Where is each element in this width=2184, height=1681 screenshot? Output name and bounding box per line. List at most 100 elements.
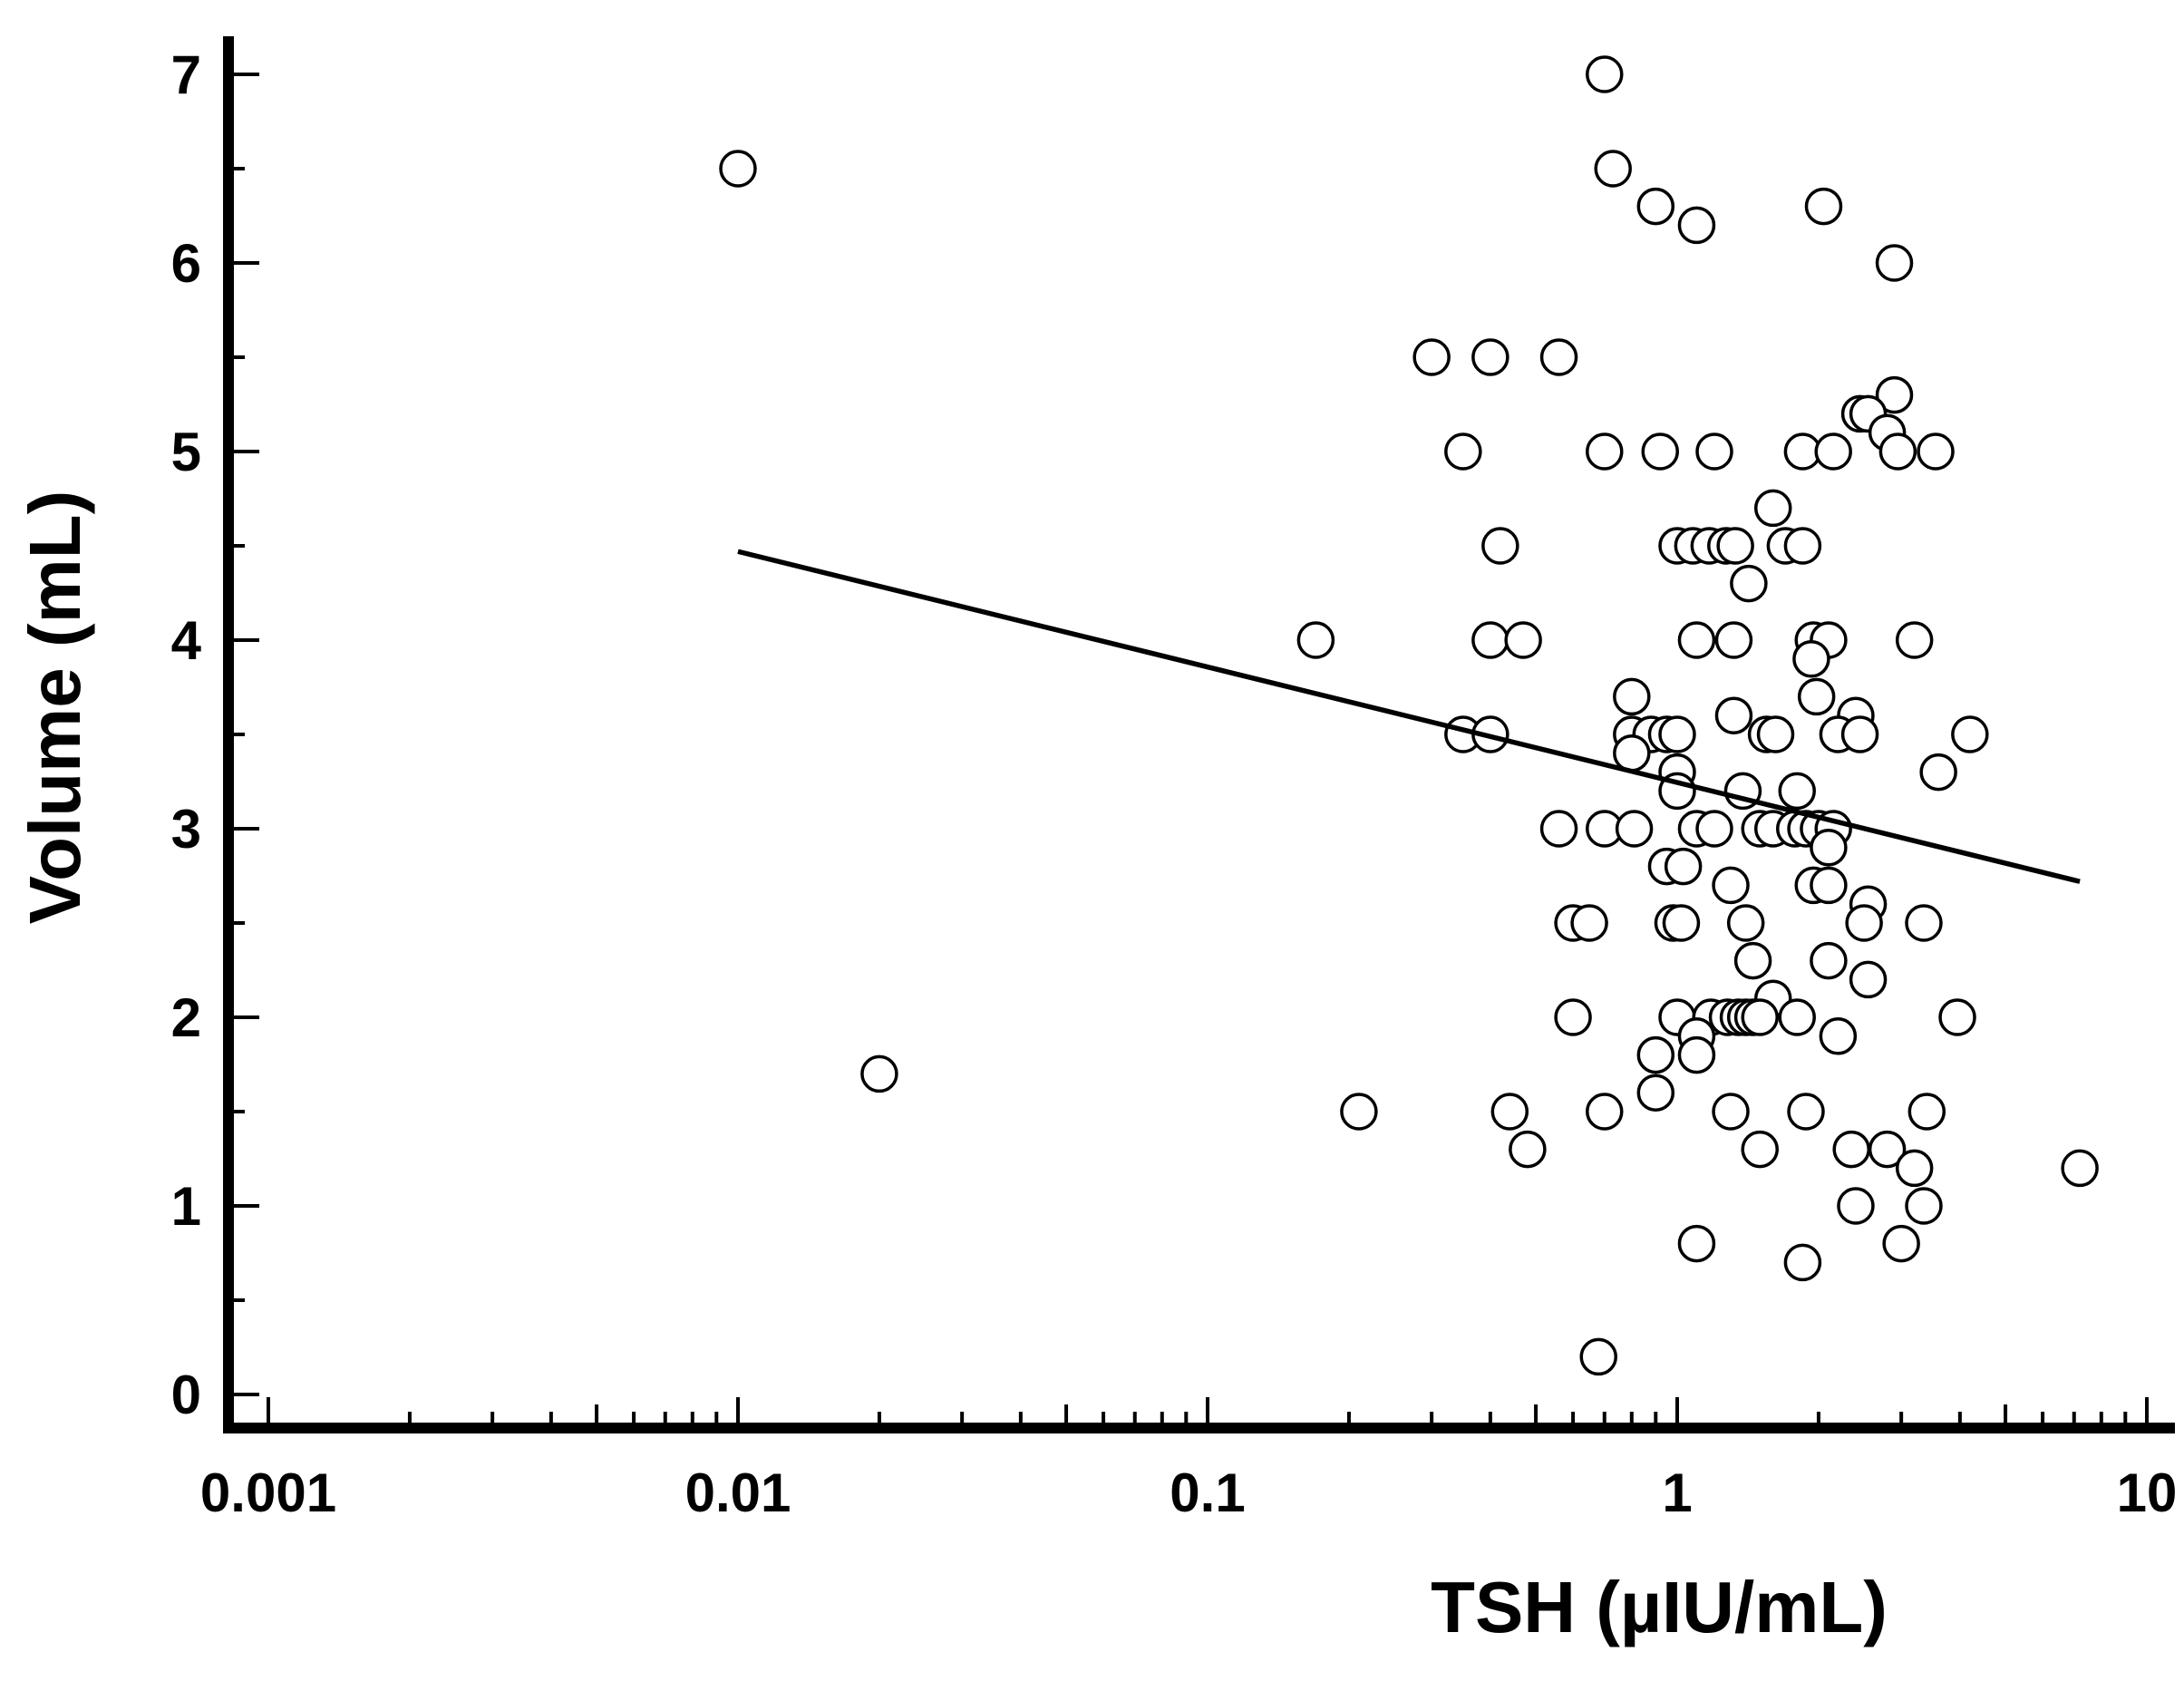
data-point (1677, 621, 1716, 659)
data-point (1714, 696, 1753, 734)
data-point (1340, 1093, 1378, 1131)
data-point (1733, 941, 1772, 980)
data-point (1756, 715, 1795, 753)
data-point (1716, 527, 1754, 565)
data-point (1712, 866, 1750, 905)
data-point (1613, 734, 1651, 772)
data-point (1504, 621, 1542, 659)
data-point (1677, 1035, 1716, 1074)
data-point (1509, 1130, 1547, 1169)
data-point (1837, 1187, 1875, 1225)
y-axis-title: Volume (mL) (15, 491, 95, 925)
data-point (1905, 904, 1943, 942)
data-point (1797, 677, 1836, 716)
data-point (1570, 904, 1608, 942)
data-point (1677, 1224, 1716, 1263)
data-point (1539, 810, 1578, 848)
x-tick-label: 0.1 (1170, 1462, 1245, 1523)
data-point (1444, 432, 1482, 471)
data-point (1471, 621, 1509, 659)
data-point (1636, 1074, 1675, 1112)
y-tick-label: 0 (171, 1365, 201, 1425)
data-point (1875, 244, 1914, 282)
data-point (1868, 1130, 1907, 1169)
data-point (1586, 55, 1624, 93)
tick-labels: 0 1 2 3 4 5 6 7 0.001 0.01 0.1 1 10 (171, 44, 2178, 1523)
data-point (2061, 1149, 2099, 1188)
data-point (1951, 715, 1989, 753)
data-point (1810, 941, 1848, 980)
data-point (1712, 1093, 1750, 1131)
data-point (1832, 1130, 1870, 1169)
data-point (1840, 715, 1879, 753)
data-point (1662, 904, 1701, 942)
y-tick-label: 6 (171, 233, 201, 294)
data-point (1636, 187, 1675, 226)
data-point (1658, 715, 1696, 753)
y-tick-label: 3 (171, 799, 201, 860)
data-point (1677, 206, 1716, 245)
x-tick-label: 10 (2117, 1462, 2178, 1523)
data-point (1778, 998, 1816, 1036)
data-point (1613, 677, 1651, 716)
data-point (1810, 866, 1848, 905)
y-tick-label: 7 (171, 44, 201, 105)
data-point (1875, 375, 1914, 414)
data-point (1917, 432, 1955, 471)
data-points (719, 55, 2099, 1376)
x-tick-label: 0.01 (685, 1462, 791, 1523)
data-point (1579, 1337, 1617, 1376)
data-point (1849, 960, 1888, 999)
x-tick-label: 0.001 (200, 1462, 336, 1523)
data-point (860, 1054, 898, 1093)
data-point (1714, 621, 1753, 659)
x-tick-label: 1 (1662, 1462, 1692, 1523)
data-point (1783, 527, 1822, 565)
data-point (1586, 1093, 1624, 1131)
y-tick-label: 2 (171, 987, 201, 1048)
data-point (1804, 187, 1843, 226)
data-point (1819, 1017, 1858, 1055)
data-point (1586, 432, 1624, 471)
data-point (1895, 1149, 1934, 1188)
data-point (1810, 829, 1848, 867)
data-point (1845, 904, 1883, 942)
data-point (1741, 998, 1779, 1036)
x-axis-title: TSH (µIU/mL) (1431, 1567, 1888, 1647)
data-point (1878, 432, 1917, 471)
regression-line (737, 549, 2081, 884)
data-point (1615, 810, 1654, 848)
data-point (1726, 904, 1765, 942)
data-point (1539, 338, 1578, 376)
y-tick-label: 5 (171, 422, 201, 482)
data-point (1490, 1093, 1529, 1131)
data-point (1895, 621, 1934, 659)
data-point (1695, 810, 1733, 848)
data-point (1882, 1224, 1920, 1263)
data-point (1730, 564, 1768, 603)
data-point (1594, 150, 1632, 188)
data-point (1814, 432, 1852, 471)
data-point (1787, 1093, 1825, 1131)
data-point (719, 150, 757, 188)
y-tick-label: 1 (171, 1176, 201, 1237)
data-point (1753, 489, 1792, 528)
data-point (1919, 753, 1957, 792)
data-point (1695, 432, 1733, 471)
data-point (1741, 1130, 1779, 1169)
data-point (1412, 338, 1451, 376)
data-point (1554, 998, 1592, 1036)
data-point (1664, 847, 1703, 886)
data-point (1938, 998, 1976, 1036)
data-point (1471, 338, 1509, 376)
data-point (1778, 772, 1816, 811)
y-tick-label: 4 (171, 610, 202, 671)
data-point (1905, 1187, 1943, 1225)
data-point (1792, 640, 1830, 678)
data-point (1641, 432, 1679, 471)
data-point (1907, 1093, 1946, 1131)
data-point (1636, 1035, 1675, 1074)
data-point (1481, 527, 1519, 565)
data-point (1296, 621, 1335, 659)
